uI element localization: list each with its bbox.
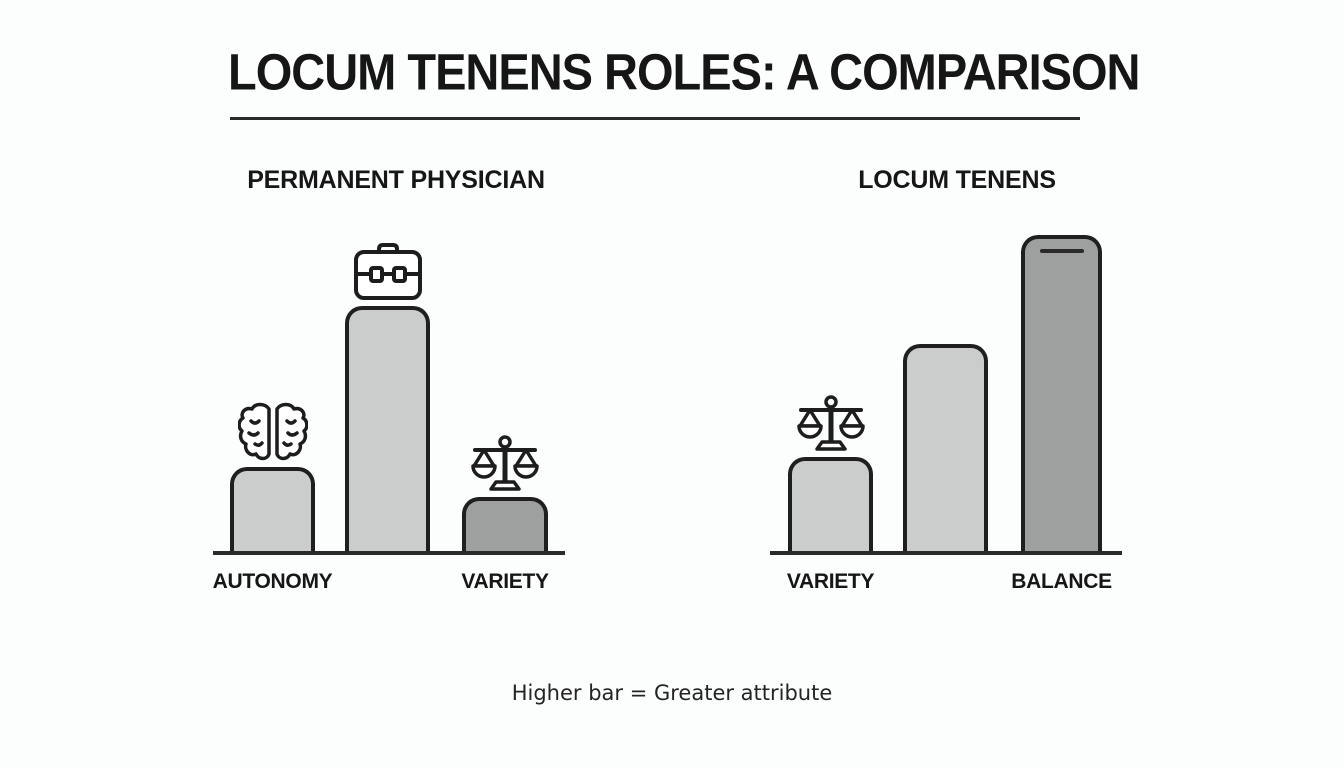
scales-icon xyxy=(794,395,868,453)
brain-icon xyxy=(238,401,308,463)
chart-group-title: LOCUM TENENS xyxy=(858,166,1056,194)
bar-top-dash xyxy=(1039,249,1084,253)
title-underline xyxy=(230,117,1080,120)
bar-label: BALANCE xyxy=(1011,570,1112,593)
bar-label: VARIETY xyxy=(786,570,875,593)
bar-variety xyxy=(788,457,873,555)
bar-autonomy xyxy=(230,467,315,555)
bar-label: VARIETY xyxy=(461,570,549,593)
briefcase-icon xyxy=(351,240,425,302)
chart-group-title: PERMANENT PHYSICIAN xyxy=(247,166,545,194)
axis-baseline xyxy=(213,551,565,555)
bar-unlabeled xyxy=(345,306,430,555)
bar-variety xyxy=(462,497,548,555)
page-title: LOCUM TENENS ROLES: A COMPARISON xyxy=(228,43,1140,101)
scales-icon xyxy=(468,435,542,493)
legend-caption: Higher bar = Greater attribute xyxy=(511,681,833,705)
bar-balance xyxy=(1021,235,1102,555)
bar-label: AUTONOMY xyxy=(212,570,333,593)
bar-unlabeled xyxy=(903,344,988,555)
axis-baseline xyxy=(770,551,1122,555)
